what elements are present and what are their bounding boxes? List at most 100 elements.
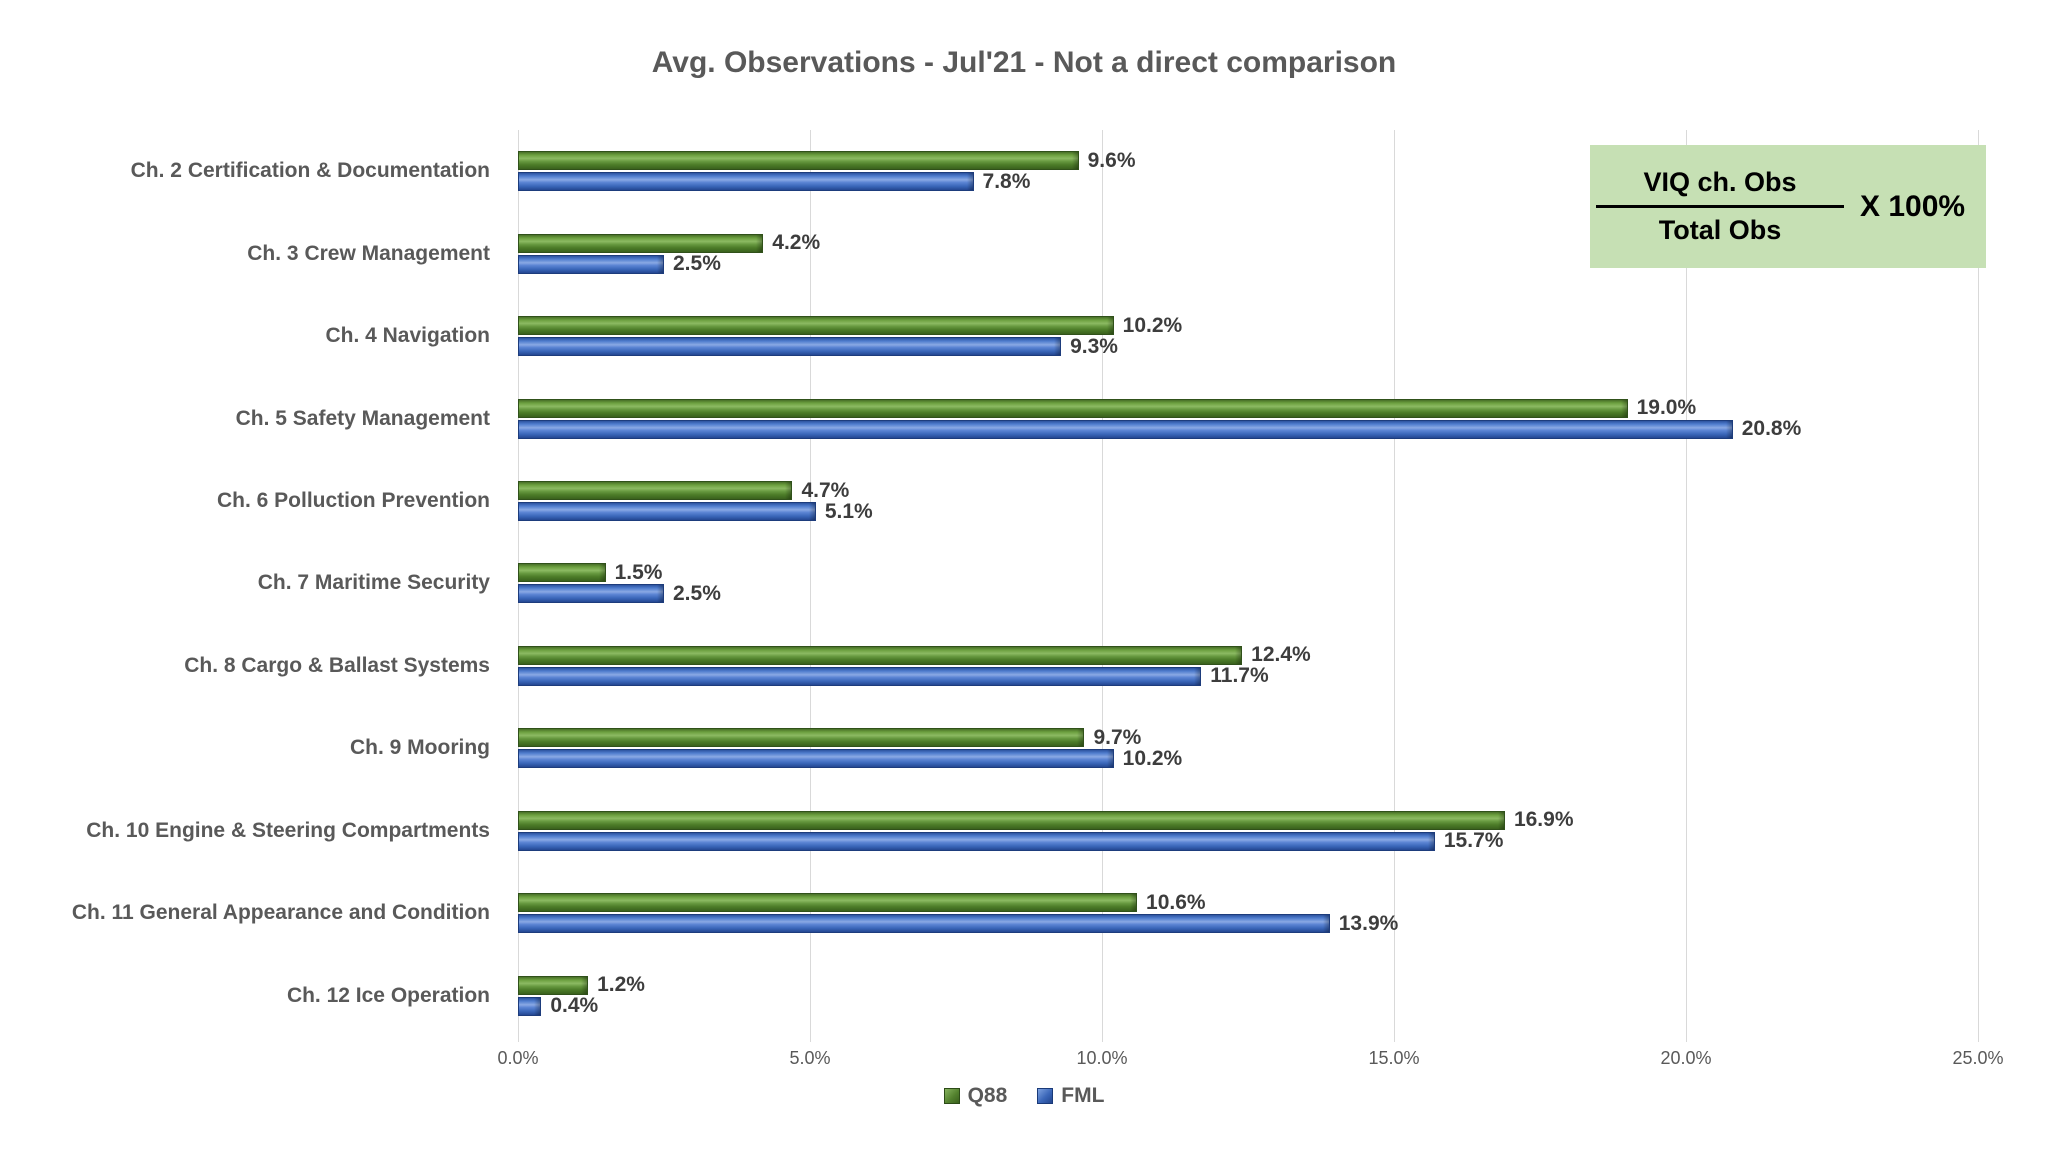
x-axis: 0.0% 5.0% 10.0% 15.0% 20.0% 25.0% bbox=[0, 1048, 2048, 1072]
plot-area: 9.6% 7.8% 4.2% 2.5% 10.2% 9.3% 19.0% 20.8% 4.7% 5… bbox=[518, 130, 1979, 1042]
legend-label: Q88 bbox=[967, 1084, 1008, 1107]
category-label: Ch. 3 Crew Management bbox=[247, 241, 490, 265]
bar-value-label: 7.8% bbox=[982, 169, 1031, 193]
bar-track: 15.7% bbox=[518, 829, 1978, 852]
bar-row: 1.2% 0.4% bbox=[518, 955, 1978, 1037]
bar-track: 20.8% bbox=[518, 417, 1978, 441]
formula-numerator: VIQ ch. Obs bbox=[1643, 167, 1797, 197]
bar-value-label: 10.6% bbox=[1146, 890, 1206, 914]
bar-value-label: 10.2% bbox=[1122, 746, 1183, 770]
bar-value-label: 0.4% bbox=[550, 994, 599, 1018]
bar-track: 10.2% bbox=[518, 747, 1978, 770]
bar-value-label: 20.8% bbox=[1741, 417, 1802, 441]
category-label: Ch. 2 Certification & Documentation bbox=[130, 159, 490, 183]
formula-multiplier: X 100% bbox=[1860, 189, 1966, 223]
bar-row: 9.7% 10.2% bbox=[518, 707, 1978, 789]
bar-track: 0.4% bbox=[518, 994, 1978, 1017]
formula-denominator: Total Obs bbox=[1658, 215, 1782, 245]
bar-value-label: 9.6% bbox=[1087, 148, 1136, 172]
formula-fraction: VIQ ch. Obs Total Obs bbox=[1596, 167, 1844, 246]
category-label: Ch. 9 Mooring bbox=[350, 736, 490, 760]
bar-value-label: 10.2% bbox=[1122, 313, 1183, 337]
bar-q88: 16.9% bbox=[518, 808, 1574, 831]
bar-track: 9.6% bbox=[518, 149, 1978, 172]
x-tick-label: 25.0% bbox=[1952, 1048, 2004, 1068]
bar-value-label: 12.4% bbox=[1251, 643, 1311, 667]
gridline bbox=[1978, 130, 1979, 1042]
x-tick-label: 0.0% bbox=[497, 1048, 539, 1068]
bar-fml: 13.9% bbox=[518, 912, 1398, 935]
bar-track: 2.5% bbox=[518, 582, 1978, 605]
bar-track: 2.5% bbox=[518, 252, 1978, 275]
bar-row: 9.6% 7.8% bbox=[518, 130, 1978, 212]
category-label: Ch. 12 Ice Operation bbox=[286, 983, 490, 1007]
bar-track: 10.6% bbox=[518, 891, 1978, 914]
bar-q88: 10.2% bbox=[518, 314, 1182, 337]
x-tick-label: 20.0% bbox=[1660, 1048, 1712, 1068]
bar-fml: 15.7% bbox=[518, 829, 1503, 852]
gridline bbox=[1102, 130, 1103, 1042]
bar-row: 4.2% 2.5% bbox=[518, 212, 1978, 294]
bar-track: 9.3% bbox=[518, 335, 1978, 358]
bar-track: 19.0% bbox=[518, 396, 1978, 419]
x-tick-label: 15.0% bbox=[1368, 1048, 1420, 1068]
bar-track: 9.7% bbox=[518, 725, 1978, 749]
category-label: Ch. 7 Maritime Security bbox=[257, 571, 490, 595]
x-tick-label: 10.0% bbox=[1076, 1048, 1128, 1068]
bar-row: 19.0% 20.8% bbox=[518, 377, 1978, 459]
bar-fml: 2.5% bbox=[518, 252, 721, 275]
bar-q88: 9.6% bbox=[518, 149, 1136, 172]
bar-value-label: 1.5% bbox=[614, 560, 663, 584]
bar-track: 11.7% bbox=[518, 664, 1978, 687]
bar-value-label: 13.9% bbox=[1338, 911, 1399, 935]
bar-q88: 10.6% bbox=[518, 891, 1206, 914]
bar-fml: 0.4% bbox=[518, 994, 598, 1017]
chart-title: Avg. Observations - Jul'21 - Not a direc… bbox=[651, 46, 1397, 79]
formula-box: VIQ ch. Obs Total Obs X 100% bbox=[1590, 145, 1986, 268]
gridline bbox=[810, 130, 811, 1042]
bar-fml: 7.8% bbox=[518, 170, 1030, 193]
bar-q88: 4.2% bbox=[518, 231, 820, 254]
bar-value-label: 15.7% bbox=[1443, 829, 1504, 853]
bar-fml: 2.5% bbox=[518, 582, 721, 605]
bar-value-label: 19.0% bbox=[1636, 396, 1697, 420]
bar-q88: 12.4% bbox=[518, 643, 1311, 666]
bar-row: 10.2% 9.3% bbox=[518, 295, 1978, 377]
category-label: Ch. 4 Navigation bbox=[325, 324, 490, 348]
bar-value-label: 2.5% bbox=[673, 581, 721, 605]
bar-value-label: 2.5% bbox=[673, 252, 721, 276]
category-label: Ch. 8 Cargo & Ballast Systems bbox=[184, 653, 490, 677]
legend-item-fml: FML bbox=[1037, 1084, 1104, 1108]
legend: Q88 FML bbox=[0, 1084, 2048, 1108]
bar-track: 4.2% bbox=[518, 231, 1978, 254]
bar-q88: 4.7% bbox=[518, 479, 849, 502]
formula-fraction-line bbox=[1596, 205, 1844, 208]
bar-row: 1.5% 2.5% bbox=[518, 542, 1978, 624]
category-label: Ch. 5 Safety Management bbox=[235, 406, 490, 430]
bar-q88: 19.0% bbox=[518, 396, 1696, 419]
x-tick-label: 5.0% bbox=[789, 1048, 831, 1068]
bar-value-label: 5.1% bbox=[824, 499, 873, 523]
gridline bbox=[1394, 130, 1395, 1042]
legend-item-q88: Q88 bbox=[943, 1084, 1008, 1108]
bar-fml: 10.2% bbox=[518, 747, 1182, 770]
bar-value-label: 4.2% bbox=[772, 231, 821, 255]
bar-value-label: 16.9% bbox=[1513, 808, 1574, 832]
category-label: Ch. 11 General Appearance and Condition bbox=[71, 901, 490, 925]
gridline bbox=[1686, 130, 1687, 1042]
legend-swatch-icon bbox=[943, 1088, 960, 1104]
bar-value-label: 1.2% bbox=[597, 973, 645, 997]
legend-swatch-icon bbox=[1037, 1088, 1054, 1104]
category-label: Ch. 10 Engine & Steering Compartments bbox=[86, 818, 490, 842]
bar-track: 7.8% bbox=[518, 170, 1978, 193]
bar-row: 10.6% 13.9% bbox=[518, 872, 1978, 954]
bar-q88: 1.5% bbox=[518, 561, 662, 584]
bar-track: 4.7% bbox=[518, 479, 1978, 502]
bar-q88: 1.2% bbox=[518, 973, 645, 996]
bar-track: 1.5% bbox=[518, 561, 1978, 584]
bar-value-label: 9.7% bbox=[1093, 725, 1142, 749]
bar-track: 5.1% bbox=[518, 499, 1978, 523]
bar-track: 1.2% bbox=[518, 973, 1978, 996]
bar-row: 16.9% 15.7% bbox=[518, 790, 1978, 872]
bar-row: 12.4% 11.7% bbox=[518, 625, 1978, 707]
